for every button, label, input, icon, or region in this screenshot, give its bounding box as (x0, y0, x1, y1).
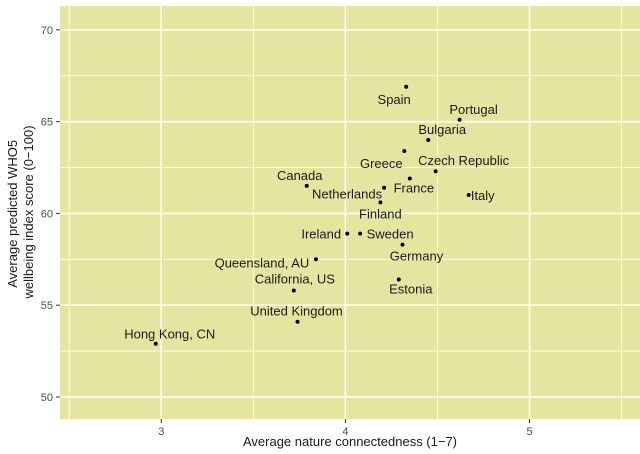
major-gridlines (60, 6, 640, 419)
point-label: Sweden (367, 227, 414, 242)
point-label: California, US (255, 272, 336, 287)
point-label: Czech Republic (418, 153, 510, 168)
data-point (426, 137, 431, 142)
data-points (153, 84, 471, 346)
data-point (291, 288, 296, 293)
point-label: Greece (360, 156, 403, 171)
data-point (457, 117, 462, 122)
point-label: Netherlands (312, 187, 383, 202)
point-label: Queensland, AU (215, 255, 310, 270)
x-tick-label: 4 (342, 426, 348, 438)
point-label: Finland (359, 206, 402, 221)
plot-panel (60, 6, 640, 419)
y-tick-label: 50 (41, 392, 53, 404)
point-label: France (394, 181, 434, 196)
y-axis-title-line-2: wellbeing index score (0−100) (21, 125, 36, 299)
data-point (433, 169, 438, 174)
data-point (402, 149, 407, 154)
point-label: Estonia (389, 281, 433, 296)
point-label: Canada (277, 168, 323, 183)
x-tick-label: 5 (526, 426, 532, 438)
y-axis-title: Average predicted WHO5 wellbeing index s… (5, 125, 36, 299)
y-tick-label: 55 (41, 300, 53, 312)
data-point (378, 200, 383, 205)
data-point (382, 185, 387, 190)
x-tick-label: 3 (158, 426, 164, 438)
point-label: Spain (378, 92, 411, 107)
point-label: Bulgaria (418, 122, 466, 137)
data-point (358, 231, 363, 236)
point-label: Hong Kong, CN (124, 327, 215, 342)
point-label: Ireland (301, 227, 341, 242)
data-point (407, 176, 412, 181)
data-point (466, 193, 471, 198)
point-labels: Spain Portugal Bulgaria Greece Czech Republi… (124, 92, 509, 342)
y-axis-title-line-1: Average predicted WHO5 (5, 140, 20, 288)
x-axis-title: Average nature connectedness (1−7) (243, 434, 457, 449)
point-label: Germany (390, 249, 444, 264)
y-tick-label: 60 (41, 208, 53, 220)
data-point (404, 84, 409, 89)
data-point (304, 183, 309, 188)
data-point (153, 341, 158, 346)
minor-gridlines (60, 6, 640, 419)
data-point (295, 319, 300, 324)
data-point (313, 257, 318, 262)
point-label: United Kingdom (250, 304, 343, 319)
data-point (396, 277, 401, 282)
point-label: Portugal (449, 102, 498, 117)
data-point (345, 231, 350, 236)
y-tick-label: 65 (41, 117, 53, 129)
data-point (400, 242, 405, 247)
point-label: Italy (471, 188, 495, 203)
y-tick-label: 70 (41, 25, 53, 37)
